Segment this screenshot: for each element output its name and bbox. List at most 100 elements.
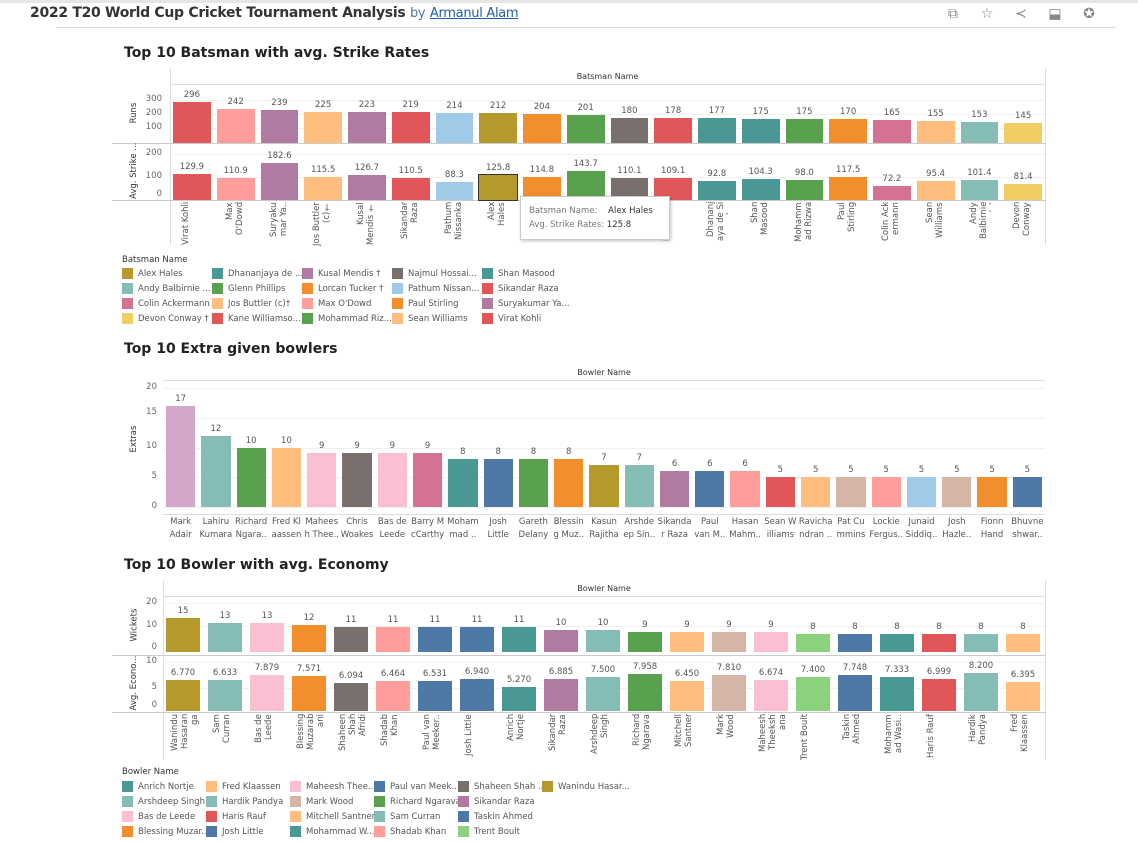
wickets-bar[interactable]	[544, 629, 578, 652]
legend-item[interactable]: Arshdeep Singh	[122, 796, 205, 807]
legend-item[interactable]: Mitchell Santner	[290, 811, 375, 822]
legend-item[interactable]: Anrich Nortje	[122, 781, 194, 792]
runs-bar[interactable]	[173, 101, 211, 143]
legend-item[interactable]: Sam Curran	[374, 811, 440, 822]
legend-item[interactable]: Mohammad Riz...	[302, 313, 392, 324]
badge-icon[interactable]: ✪	[1083, 6, 1095, 22]
extras-bar[interactable]	[201, 435, 231, 507]
extras-bar[interactable]	[483, 459, 513, 507]
strike-rate-bar[interactable]	[391, 177, 430, 200]
strike-rate-bar[interactable]	[785, 180, 824, 200]
legend-item[interactable]: Pathum Nissan...	[392, 283, 479, 294]
economy-bar[interactable]	[376, 681, 410, 711]
strike-rate-bar[interactable]	[610, 177, 649, 200]
legend-item[interactable]: Sikandar Raza	[482, 283, 559, 294]
legend-item[interactable]: Shan Masood	[482, 268, 555, 279]
wickets-bar[interactable]	[292, 625, 326, 652]
extras-bar[interactable]	[695, 471, 725, 507]
author-link[interactable]: Armanul Alam	[429, 6, 519, 21]
legend-item[interactable]: Mark Wood	[290, 796, 353, 807]
extras-bar[interactable]	[836, 477, 866, 507]
runs-bar[interactable]	[566, 114, 605, 143]
wickets-bar[interactable]	[334, 627, 368, 652]
economy-bar[interactable]	[334, 682, 368, 711]
legend-item[interactable]: Alex Hales	[122, 268, 183, 279]
strike-rate-bar[interactable]	[173, 174, 211, 200]
economy-bar[interactable]	[922, 678, 956, 711]
runs-bar[interactable]	[654, 118, 692, 143]
wickets-bar[interactable]	[376, 627, 410, 652]
wickets-bar[interactable]	[922, 634, 956, 652]
extras-bar[interactable]	[518, 459, 549, 507]
legend-item[interactable]: Sean Williams	[392, 313, 468, 324]
extras-bar[interactable]	[801, 477, 831, 507]
strike-rate-bar[interactable]	[435, 182, 474, 200]
wickets-bar[interactable]	[670, 631, 704, 652]
legend-item[interactable]: Kusal Mendis †	[302, 268, 380, 279]
legend-item[interactable]: Dhananjaya de ...	[212, 268, 303, 279]
economy-bar[interactable]	[880, 677, 914, 711]
legend-item[interactable]: Virat Kohli	[482, 313, 541, 324]
extras-bar[interactable]	[730, 471, 760, 507]
wickets-bar[interactable]	[586, 629, 620, 652]
legend-item[interactable]: Lorcan Tucker †	[302, 283, 383, 294]
wickets-bar[interactable]	[166, 618, 200, 652]
economy-bar[interactable]	[628, 674, 662, 711]
legend-item[interactable]: Kane Williamso...	[212, 313, 301, 324]
legend-item[interactable]: Shadab Khan	[374, 826, 446, 837]
strike-rate-bar[interactable]	[348, 174, 386, 200]
wickets-bar[interactable]	[754, 631, 788, 652]
legend-item[interactable]: Colin Ackermann	[122, 298, 210, 309]
economy-bar[interactable]	[418, 680, 452, 711]
wickets-bar[interactable]	[796, 634, 830, 652]
runs-bar[interactable]	[304, 111, 342, 143]
wickets-bar[interactable]	[880, 634, 914, 652]
extras-bar[interactable]	[271, 447, 302, 507]
legend-item[interactable]: Suryakumar Ya...	[482, 298, 570, 309]
extras-bar[interactable]	[554, 459, 584, 507]
legend-item[interactable]: Devon Conway †	[122, 313, 209, 324]
legend-item[interactable]: Andy Balbirnie ...	[122, 283, 211, 294]
legend-item[interactable]: Hardik Pandya	[206, 796, 283, 807]
runs-bar[interactable]	[916, 121, 955, 143]
runs-bar[interactable]	[785, 118, 824, 143]
strike-rate-bar[interactable]	[1004, 183, 1042, 200]
economy-bar[interactable]	[460, 679, 494, 711]
extras-bar[interactable]	[942, 477, 972, 507]
legend-item[interactable]: Glenn Phillips	[212, 283, 285, 294]
legend-item[interactable]: Bas de Leede	[122, 811, 195, 822]
economy-bar[interactable]	[796, 676, 830, 711]
extras-bar[interactable]	[977, 477, 1007, 507]
legend-item[interactable]: Najmul Hossai...	[392, 268, 477, 279]
extras-bar[interactable]	[906, 477, 937, 507]
extras-bar[interactable]	[765, 477, 796, 507]
economy-bar[interactable]	[838, 675, 872, 711]
legend-item[interactable]: Maheesh Thee...	[290, 781, 376, 792]
legend-item[interactable]: Taskin Ahmed	[458, 811, 533, 822]
legend-item[interactable]: Sikandar Raza	[458, 796, 535, 807]
extras-bar[interactable]	[166, 405, 196, 507]
wickets-bar[interactable]	[838, 634, 872, 652]
economy-bar[interactable]	[1006, 681, 1040, 711]
strike-rate-bar[interactable]	[873, 185, 911, 200]
extras-bar[interactable]	[448, 459, 478, 507]
wickets-bar[interactable]	[250, 622, 284, 652]
wickets-bar[interactable]	[502, 627, 536, 652]
legend-item[interactable]: Mohammad W...	[290, 826, 375, 837]
wickets-bar[interactable]	[460, 627, 494, 652]
extras-bar[interactable]	[624, 465, 654, 507]
economy-bar[interactable]	[670, 681, 704, 711]
wickets-bar[interactable]	[964, 634, 998, 652]
legend-item[interactable]: Richard Ngarava	[374, 796, 461, 807]
duplicate-icon[interactable]: ⧉	[948, 6, 958, 22]
runs-bar[interactable]	[391, 112, 430, 143]
strike-rate-bar[interactable]	[260, 163, 299, 200]
legend-item[interactable]: Shaheen Shah ...	[458, 781, 546, 792]
economy-bar[interactable]	[166, 679, 200, 711]
strike-rate-bar[interactable]	[566, 171, 605, 200]
extras-bar[interactable]	[377, 453, 407, 507]
strike-rate-bar[interactable]	[698, 181, 736, 200]
runs-bar[interactable]	[348, 111, 386, 143]
runs-bar[interactable]	[479, 113, 517, 143]
legend-item[interactable]: Jos Buttler (c)†	[212, 298, 290, 309]
